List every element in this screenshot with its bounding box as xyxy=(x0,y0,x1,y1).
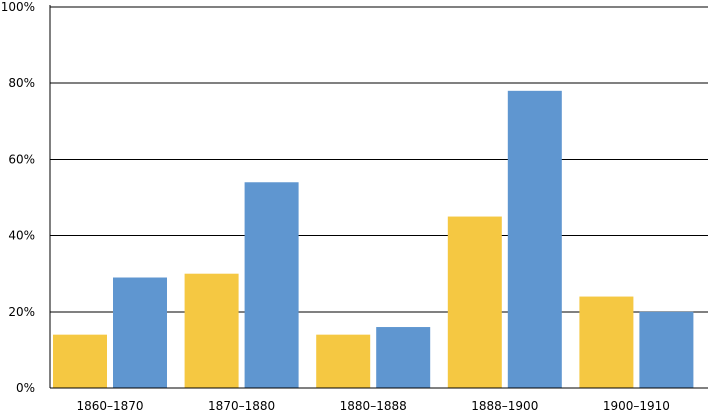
bar-yellow xyxy=(53,334,107,388)
x-tick-label: 1880–1888 xyxy=(340,399,407,413)
bar-yellow xyxy=(579,296,634,388)
y-tick-label: 20% xyxy=(8,305,35,319)
x-tick-label: 1870–1880 xyxy=(208,399,275,413)
x-tick-label: 1860–1870 xyxy=(76,399,143,413)
bar-blue xyxy=(113,277,167,388)
x-tick-label: 1888–1900 xyxy=(471,399,538,413)
y-tick-label: 100% xyxy=(1,0,35,14)
bar-blue xyxy=(507,90,562,388)
bar-yellow xyxy=(184,273,239,388)
bars xyxy=(53,90,694,388)
tick-labels: 0% 20% 40% 60% 80% 100% 1860–1870 1870–1880 1880… xyxy=(1,0,670,413)
bar-blue xyxy=(244,182,299,388)
gridlines xyxy=(50,6,708,313)
axes xyxy=(49,5,708,389)
y-tick-label: 40% xyxy=(8,229,35,243)
bar-blue xyxy=(639,311,694,388)
y-tick-label: 60% xyxy=(8,152,35,166)
x-tick-label: 1900–1910 xyxy=(603,399,670,413)
bar-yellow xyxy=(316,334,371,388)
bar-yellow xyxy=(447,216,502,388)
bar-blue xyxy=(376,327,431,388)
y-tick-label: 80% xyxy=(8,76,35,90)
y-tick-label: 0% xyxy=(16,381,35,395)
